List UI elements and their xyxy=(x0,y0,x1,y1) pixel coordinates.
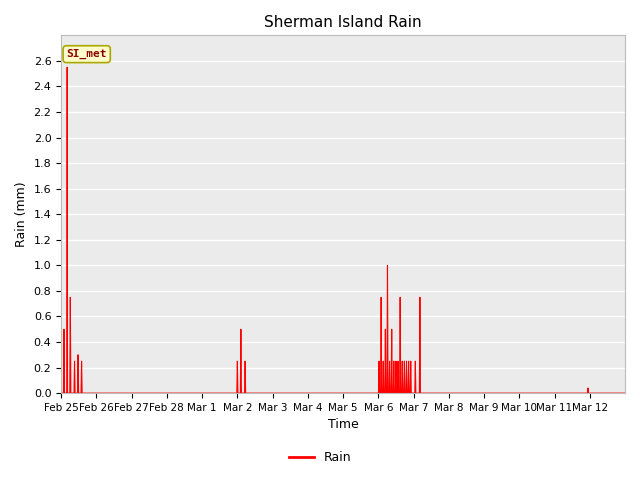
Text: SI_met: SI_met xyxy=(67,49,107,59)
Title: Sherman Island Rain: Sherman Island Rain xyxy=(264,15,422,30)
Legend: Rain: Rain xyxy=(284,446,356,469)
Y-axis label: Rain (mm): Rain (mm) xyxy=(15,181,28,247)
X-axis label: Time: Time xyxy=(328,419,358,432)
